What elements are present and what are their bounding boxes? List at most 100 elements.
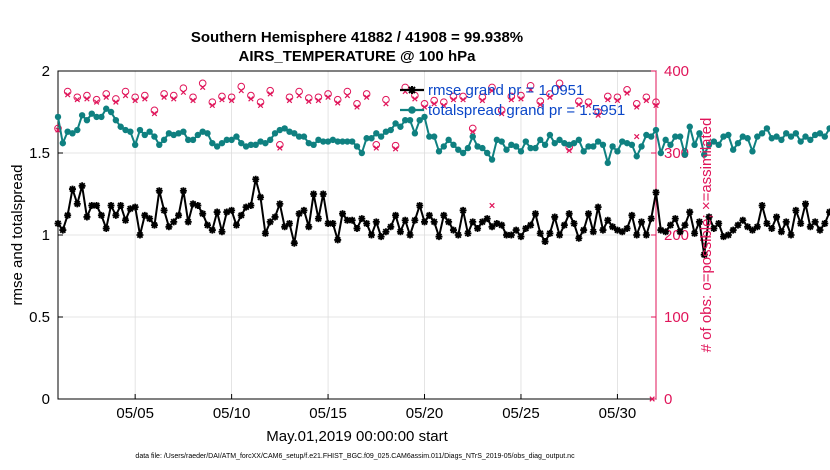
totalspread-point [228,136,235,144]
obs-assimilated-point [479,97,486,104]
obs-possible-point [218,92,226,101]
rmse-point [594,203,602,211]
totalspread-point [455,146,462,153]
rmse-point [314,215,322,223]
totalspread-point [493,136,501,144]
obs-assimilated-point [489,87,495,94]
rmse-point [252,175,260,183]
rmse-point [107,201,115,209]
obs-possible-point [83,91,91,100]
series-rmse [54,175,830,259]
rmse-point [83,213,91,221]
totalspread-point [647,133,655,140]
totalspread-point [729,146,737,153]
totalspread-point [657,149,665,157]
rmse-point [324,220,332,228]
totalspread-point [310,141,317,148]
totalspread-point [479,144,486,152]
rmse-point [122,216,130,224]
legend-rmse-marker [408,86,416,94]
obs-assimilated-point [161,94,167,100]
totalspread-point [266,136,274,144]
rmse-point [768,224,776,232]
rmse-point [295,210,303,218]
rmse-point [715,220,723,228]
totalspread-point [122,126,129,134]
totalspread-point [686,123,693,130]
rmse-point [189,200,197,208]
totalspread-point [247,141,255,148]
totalspread-point [797,138,804,145]
series-obs-sparse [489,133,655,402]
totalspread-point [382,128,390,135]
rmse-point [546,229,554,237]
rmse-point [671,215,679,223]
rmse-point [811,218,819,226]
y-tick-label-left: 2 [42,63,50,80]
totalspread-point [744,135,751,142]
obs-possible-point [247,91,255,100]
legend-spread-label: totalspread grand pr = 1.5951 [428,102,625,119]
rmse-point [367,231,375,239]
rmse-point [290,239,298,247]
totalspread-point [638,143,645,150]
obs-assimilated-point [228,97,235,104]
rmse-point [170,218,178,226]
rmse-point [112,211,120,219]
rmse-point [237,211,245,219]
rmse-point [498,221,506,229]
obs-assimilated-point [498,110,505,117]
totalspread-point [701,151,708,158]
totalspread-point [623,139,631,147]
totalspread-point [291,130,298,137]
obs-assimilated-point [441,102,447,109]
totalspread-point [725,131,732,139]
rmse-point [271,213,279,221]
legend: rmse grand pr = 1.0951 totalspread grand… [400,82,625,119]
obs-assimilated-point [421,104,428,110]
totalspread-point [315,136,322,144]
totalspread-point [565,141,573,148]
totalspread-point [705,141,713,148]
totalspread-point [469,133,476,140]
rmse-point [165,223,173,231]
left-y-axis-label: rmse and totalspread [9,165,26,306]
totalspread-point [715,141,722,148]
obs-possible-point [189,93,197,102]
rmse-point [503,231,510,239]
x-axis: 05/05 05/10 05/15 05/20 05/25 05/30 [116,394,636,422]
y-tick-label-left: 0.5 [29,309,50,326]
rmse-point [792,206,800,214]
obs-assimilated-point [392,146,399,152]
rmse-point [589,228,597,236]
totalspread-point [368,135,375,142]
rmse-point [507,231,515,239]
rmse-point [377,233,385,241]
totalspread-point [551,139,558,147]
totalspread-point [517,148,525,155]
y-tick-label-left: 1.5 [29,145,50,162]
totalspread-point [199,128,206,135]
rmse-point [300,206,308,214]
obs-assimilated-point [547,94,553,100]
totalspread-point [619,138,626,145]
totalspread-point [527,144,534,152]
rmse-point [777,228,785,236]
rmse-point [387,223,395,231]
totalspread-point [498,138,505,145]
totalspread-point [363,135,370,142]
totalspread-point [54,113,62,121]
totalspread-point [209,139,216,147]
totalspread-point [512,143,520,150]
totalspread-point [614,148,621,155]
obs-possible-point [391,141,400,150]
rmse-point [512,226,520,234]
totalspread-point [286,128,293,135]
totalspread-point [324,138,332,145]
rmse-point [175,211,183,219]
totalspread-point [411,130,419,137]
rmse-point [628,211,636,219]
totalspread-point [402,117,409,124]
rmse-point [773,213,781,221]
obs-assimilated-point [103,94,109,100]
